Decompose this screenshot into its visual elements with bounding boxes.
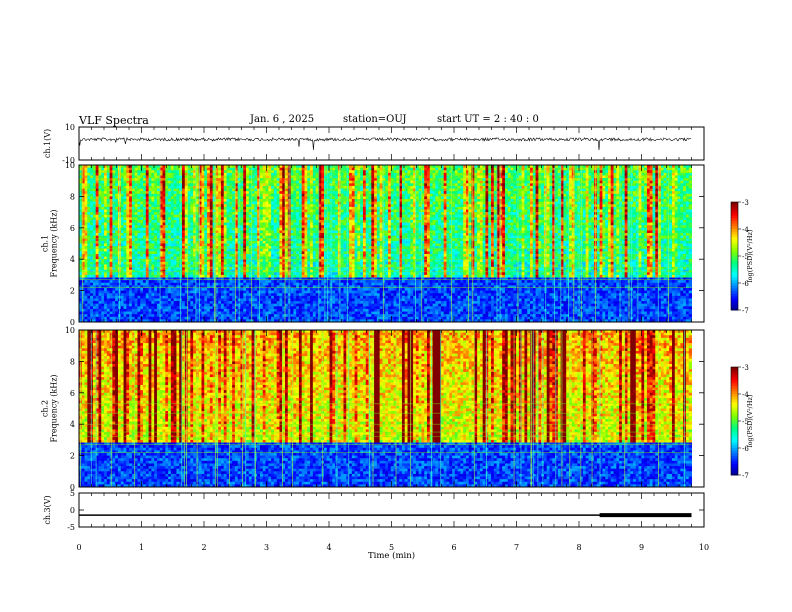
ch1-waveform-ytick-label: -10 <box>62 156 75 165</box>
ch1-spectrogram-ytick-label: 2 <box>70 287 75 296</box>
ch3-timecode-ytick-label: 5 <box>70 489 75 498</box>
colorbar-ch1 <box>730 201 739 311</box>
ch3-timecode-ytick-label: -5 <box>67 523 75 532</box>
spectrogram-ch1 <box>79 165 692 323</box>
x-tick-label: 10 <box>699 543 709 552</box>
x-tick-label: 9 <box>639 543 644 552</box>
ch2-spectrogram-ytick-label: 4 <box>70 420 75 429</box>
date-label: Jan. 6 , 2025 <box>250 114 314 125</box>
x-tick-label: 1 <box>139 543 144 552</box>
x-tick-label: 0 <box>76 543 81 552</box>
x-tick-label: 3 <box>264 543 269 552</box>
ch1-spectrogram-ytick-label: 8 <box>70 192 75 201</box>
ch3-timecode-ytick-label: 0 <box>70 506 75 515</box>
waveform-trace-ch1 <box>78 137 692 151</box>
x-tick-label: 5 <box>389 543 394 552</box>
ch1-spectrogram-ytick-label: 0 <box>70 318 75 327</box>
station-label: station=OUJ <box>343 114 407 125</box>
x-tick-label: 2 <box>201 543 206 552</box>
spectrogram-ch2 <box>79 330 692 488</box>
colorbar-tick-label: -4 <box>742 391 749 399</box>
ch2-spectrogram-ytick-label: 6 <box>70 389 75 398</box>
ch1-spectrogram-ytick-label: 4 <box>70 255 75 264</box>
ch2-spectrogram-ytick-label: 0 <box>70 483 75 492</box>
ch2-spectrogram-ylabel: ch.2 Frequency (kHz) <box>41 374 59 442</box>
figure-title: VLF Spectra <box>79 114 149 127</box>
ch2-spectrogram-ytick-label: 2 <box>70 452 75 461</box>
colorbar-tick-label: -5 <box>742 418 749 426</box>
ch1-spectrogram-ytick-label: 10 <box>65 161 75 170</box>
colorbar-tick-label: -5 <box>742 253 749 261</box>
colorbar-tick-label: -3 <box>742 364 749 372</box>
ch1-waveform-ytick-label: 10 <box>65 123 75 132</box>
colorbar-label-ch2: log(PSD)(V²/Hz) <box>746 394 754 447</box>
x-tick-label: 6 <box>451 543 456 552</box>
colorbar-tick-label: -7 <box>742 307 749 315</box>
x-axis-label: Time (min) <box>368 550 415 561</box>
ch2-spectrogram-ytick-label: 8 <box>70 357 75 366</box>
colorbar-label-ch1: log(PSD)(V²/Hz) <box>746 229 754 282</box>
ch2-spectrogram-ytick-label: 10 <box>65 326 75 335</box>
colorbar-tick-label: -6 <box>742 280 749 288</box>
colorbar-tick-label: -4 <box>742 226 749 234</box>
colorbar-tick-label: -7 <box>742 472 749 480</box>
svg-text:ch.1(V): ch.1(V) <box>43 129 52 158</box>
start-time-label: start UT = 2 : 40 : 0 <box>437 114 539 125</box>
x-tick-label: 4 <box>326 543 331 552</box>
colorbar-tick-label: -3 <box>742 199 749 207</box>
ch3-timecode-ylabel: ch.3(V) <box>43 495 52 524</box>
colorbar-tick-label: -6 <box>742 445 749 453</box>
colorbar-ch2 <box>730 366 739 476</box>
x-tick-label: 8 <box>576 543 581 552</box>
ch1-waveform-ylabel: ch.1(V) <box>43 129 52 158</box>
ch1-spectrogram-ylabel: ch.1 Frequency (kHz) <box>41 209 59 277</box>
ch1-spectrogram-ytick-label: 6 <box>70 224 75 233</box>
x-tick-label: 7 <box>514 543 519 552</box>
